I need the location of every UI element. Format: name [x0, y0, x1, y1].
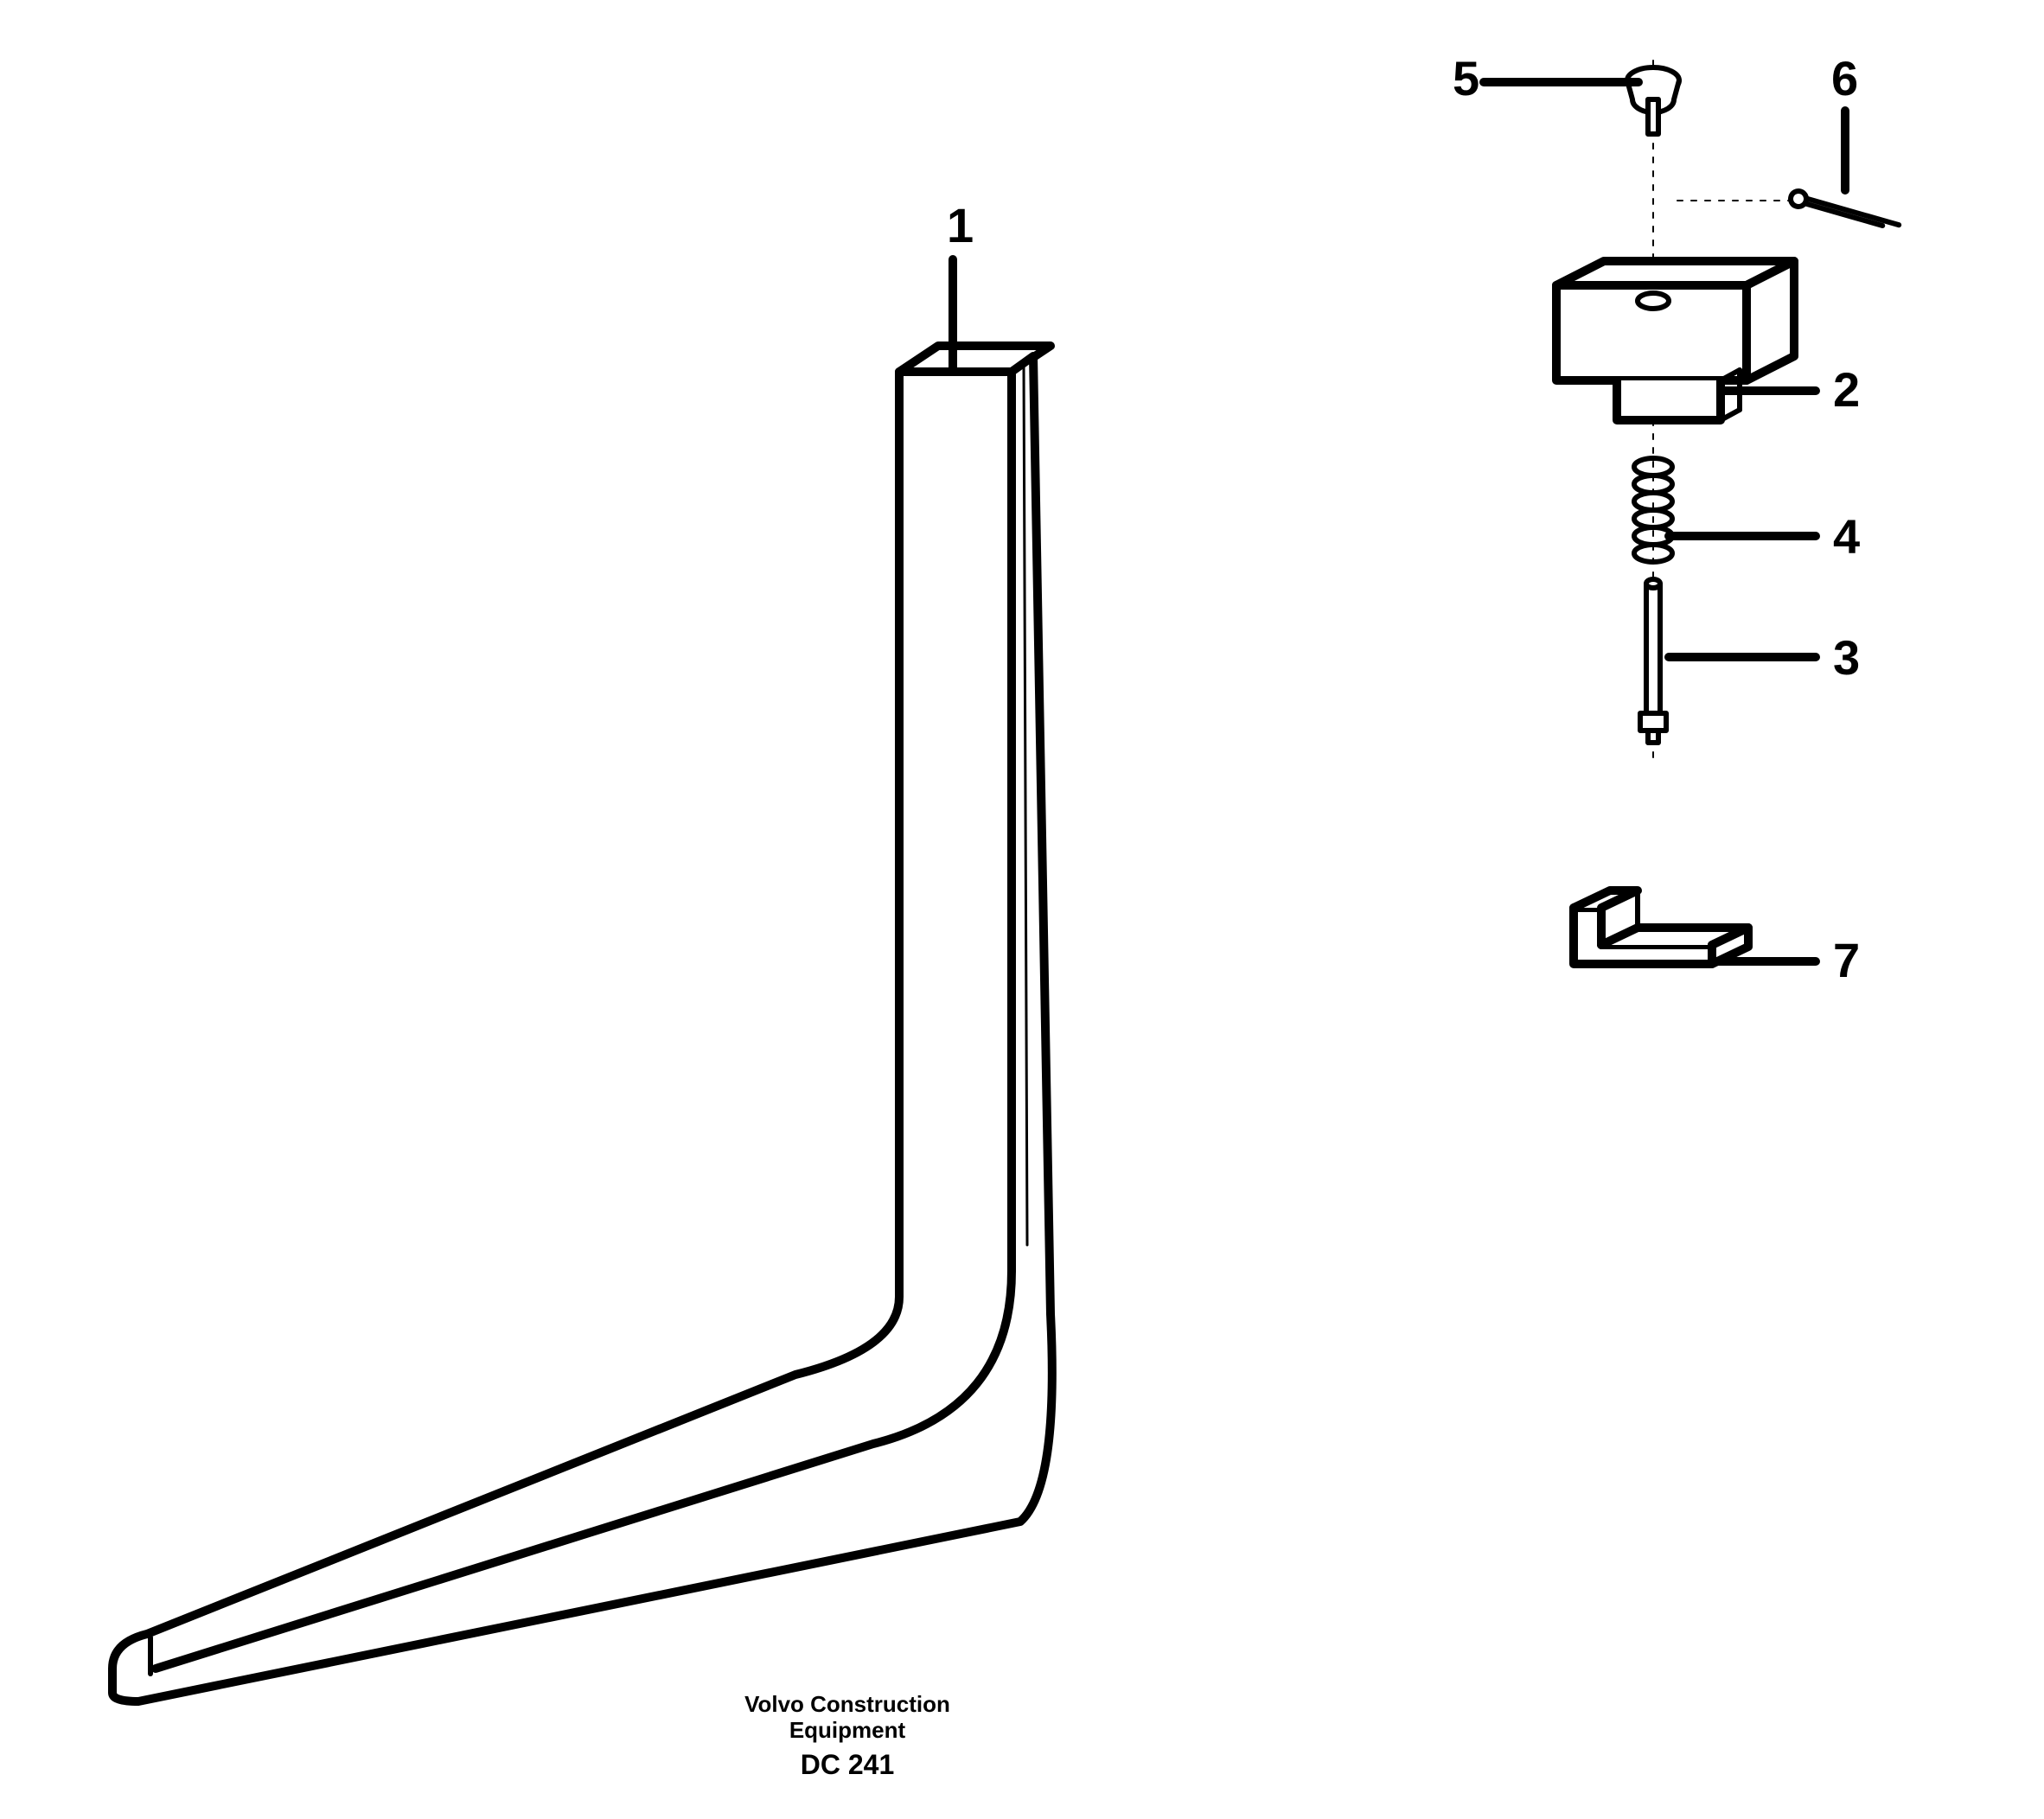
svg-text:Volvo Construction: Volvo Construction [744, 1691, 950, 1717]
callout-label-3: 3 [1833, 630, 1860, 685]
callout-label-4: 4 [1833, 509, 1860, 564]
svg-text:Equipment: Equipment [789, 1717, 906, 1743]
callout-label-7: 7 [1833, 933, 1860, 987]
callout-label-2: 2 [1833, 362, 1860, 417]
drawing-code: DC 241 [801, 1749, 895, 1780]
callout-label-6: 6 [1831, 51, 1858, 105]
lock-pin [1640, 579, 1666, 743]
spring [1634, 458, 1672, 562]
callout-label-1: 1 [947, 198, 974, 252]
callout-label-5: 5 [1453, 51, 1479, 105]
